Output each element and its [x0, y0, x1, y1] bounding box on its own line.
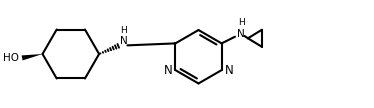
Text: H: H — [120, 26, 127, 35]
Text: N: N — [164, 64, 173, 77]
Text: N: N — [120, 36, 127, 46]
Text: H: H — [238, 18, 245, 27]
Polygon shape — [22, 54, 43, 60]
Text: N: N — [237, 29, 245, 39]
Text: N: N — [224, 64, 233, 77]
Text: HO: HO — [3, 53, 19, 63]
